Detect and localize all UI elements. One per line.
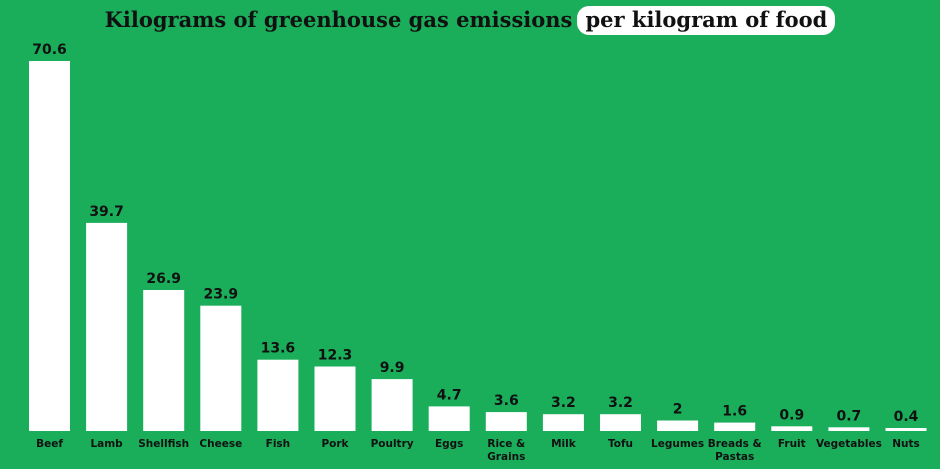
category-label: Milk: [551, 438, 577, 450]
value-label: 0.9: [779, 407, 804, 423]
category-label: Vegetables: [816, 438, 882, 450]
category-label: Tofu: [608, 438, 633, 450]
bar-fruit: [771, 426, 813, 431]
category-label: Lamb: [90, 438, 123, 450]
chart-title-highlight: per kilogram of food: [577, 6, 836, 35]
bar-pork: [314, 366, 356, 431]
category-label: Nuts: [892, 438, 920, 450]
value-label: 26.9: [146, 271, 181, 287]
bar-cheese: [200, 305, 242, 431]
value-label: 23.9: [204, 287, 239, 303]
value-label: 70.6: [32, 42, 67, 58]
bar-milk: [542, 414, 584, 431]
bar-nuts: [885, 428, 927, 431]
value-label: 12.3: [318, 348, 353, 364]
chart-title-main: Kilograms of greenhouse gas emissions: [104, 7, 573, 32]
category-label: Fish: [266, 438, 291, 450]
value-label: 0.4: [894, 409, 919, 425]
value-label: 4.7: [437, 387, 462, 403]
value-label: 39.7: [89, 204, 124, 220]
value-label: 2: [673, 402, 683, 418]
value-label: 3.2: [551, 395, 576, 411]
bar-rice-grains: [485, 412, 527, 431]
category-label: Legumes: [651, 438, 704, 450]
value-label: 0.7: [836, 408, 861, 424]
bar-beef: [29, 61, 70, 431]
category-label: Breads & Pastas: [708, 438, 762, 463]
value-label: 1.6: [722, 404, 747, 420]
category-label: Poultry: [371, 438, 414, 450]
category-label: Pork: [321, 438, 349, 450]
value-label: 9.9: [380, 360, 405, 376]
value-label: 13.6: [261, 341, 296, 357]
category-label: Eggs: [435, 438, 463, 450]
bar-shellfish: [143, 290, 185, 431]
value-label: 3.6: [494, 393, 519, 409]
bar-fish: [257, 359, 299, 431]
category-label: Fruit: [778, 438, 806, 450]
bar-eggs: [428, 406, 470, 431]
bar-breads-pastas: [714, 422, 756, 431]
bar-tofu: [600, 414, 641, 431]
category-label: Cheese: [199, 438, 242, 450]
value-label: 3.2: [608, 395, 633, 411]
bar-lamb: [86, 222, 128, 431]
bar-legumes: [657, 420, 699, 431]
bar-vegetables: [828, 427, 870, 431]
chart-title: Kilograms of greenhouse gas emissions pe…: [0, 6, 940, 35]
category-label: Rice & Grains: [487, 438, 525, 463]
bar-poultry: [371, 379, 413, 431]
category-label: Beef: [36, 438, 63, 450]
category-label: Shellfish: [138, 438, 189, 450]
